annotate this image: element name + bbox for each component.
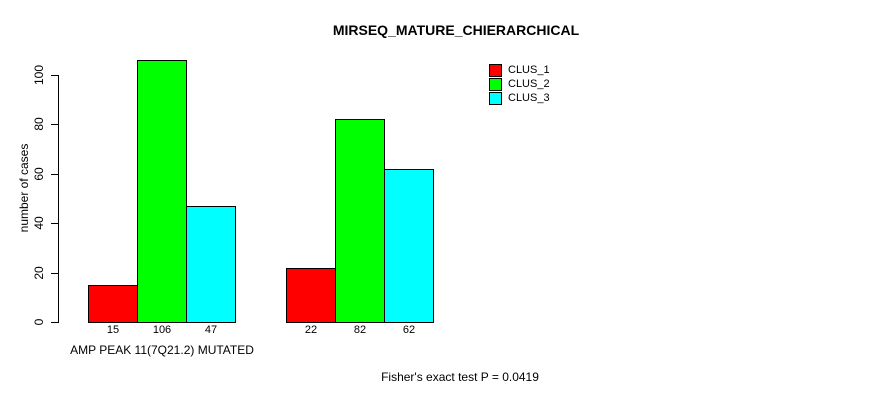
y-tick [51,223,58,224]
y-tick-label: 20 [32,266,46,280]
y-tick-label: 60 [32,167,46,181]
bar-value-label: 82 [353,324,367,336]
bar-value-label: 47 [204,324,218,336]
legend-label: CLUS_3 [508,92,550,104]
y-tick-label: 40 [32,216,46,230]
stat-test-text: Fisher's exact test P = 0.0419 [381,370,539,384]
bar-clus_1 [286,268,336,323]
bar-clus_3 [186,206,236,323]
legend-item: CLUS_2 [489,78,550,91]
bar-value-label: 15 [106,324,120,336]
legend-swatch-clus_3 [489,92,502,105]
chart-title: MIRSEQ_MATURE_CHIERARCHICAL [332,22,580,38]
bar-clus_3 [384,169,434,323]
bar-value-label: 62 [402,324,416,336]
legend: CLUS_1 CLUS_2 CLUS_3 [489,64,550,106]
bar-clus_2 [137,60,187,323]
legend-swatch-clus_1 [489,64,502,77]
y-tick-label: 80 [32,117,46,131]
bar-value-label: 106 [152,324,172,336]
y-tick-label: 0 [32,318,46,326]
y-tick [51,124,58,125]
y-tick [51,322,58,323]
y-tick [51,273,58,274]
legend-label: CLUS_2 [508,78,550,90]
legend-item: CLUS_3 [489,92,550,105]
bar-clus_1 [88,285,138,323]
y-tick [51,75,58,76]
y-axis-label: number of cases [17,143,31,233]
bar-clus_2 [335,119,385,323]
legend-swatch-clus_2 [489,78,502,91]
y-tick-label: 100 [32,64,46,86]
y-axis-line [58,75,59,323]
bar-value-label: 22 [304,324,318,336]
y-tick [51,174,58,175]
legend-label: CLUS_1 [508,64,550,76]
x-group-label: AMP PEAK 11(7Q21.2) MUTATED [70,343,254,357]
legend-item: CLUS_1 [489,64,550,77]
